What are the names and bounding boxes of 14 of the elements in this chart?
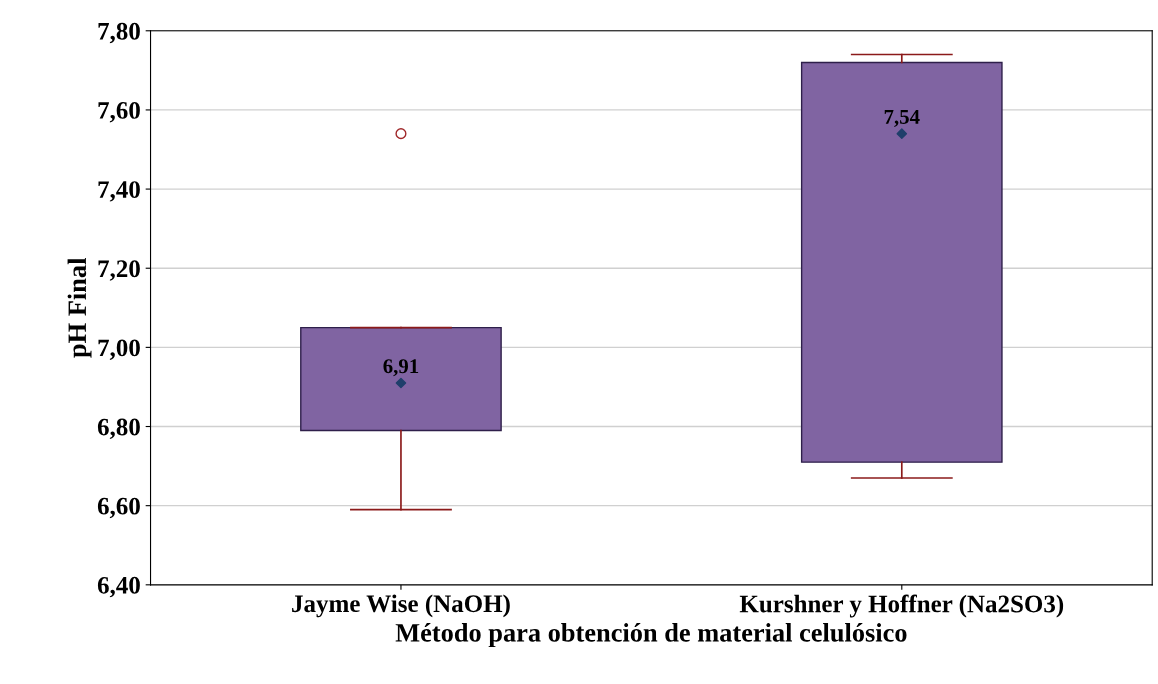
y-tick-label: 6,40	[97, 576, 140, 598]
text: 6,91	[383, 359, 419, 377]
x-axis-title: Método para obtención de material celulósico	[395, 623, 907, 648]
y-tick-label: 7,20	[98, 260, 140, 281]
y-tick-label: 7,40	[98, 181, 140, 202]
text: 7,54	[884, 109, 920, 127]
y-tick-label: 7,00	[98, 339, 140, 360]
y-tick-label: 7,60	[98, 101, 140, 123]
x-tick-label: Kurshner y Hoffner (Na2SO3)	[739, 594, 1064, 618]
y-axis-title: pH Final	[67, 258, 92, 358]
y-tick-label: 7,80	[98, 22, 140, 44]
y-tick-label: 6,60	[97, 497, 140, 519]
x-tick-label: Jayme Wise (NaOH)	[292, 594, 510, 618]
y-tick-label: 6,80	[97, 418, 140, 440]
